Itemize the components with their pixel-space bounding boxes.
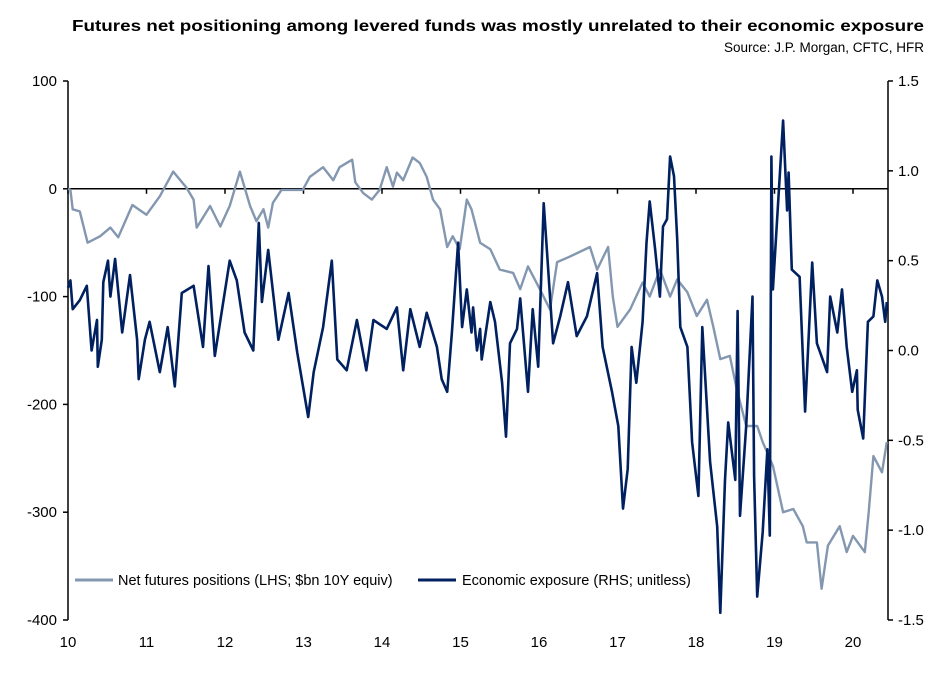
right-tick-label: 0.0 — [898, 343, 919, 360]
left-tick-label: -400 — [27, 612, 57, 629]
series-lines — [66, 119, 889, 615]
legend-label-economic-exposure: Economic exposure (RHS; unitless) — [462, 573, 691, 589]
x-tick-label: 14 — [374, 634, 391, 651]
net-futures-line — [67, 156, 888, 590]
left-tick-label: -100 — [27, 289, 57, 306]
x-tick-label: 20 — [845, 634, 862, 651]
chart-source: Source: J.P. Morgan, CFTC, HFR — [724, 40, 924, 55]
axes — [63, 80, 893, 621]
tick-labels: 100 0 -100 -200 -300 -400 1.5 1.0 0.5 0.0 -0.5 -1.0… — [27, 73, 924, 651]
right-tick-label: -0.5 — [898, 432, 924, 449]
x-tick-label: 12 — [217, 634, 234, 651]
economic-exposure-line — [66, 119, 889, 615]
left-tick-label: -200 — [27, 396, 57, 413]
left-tick-label: 100 — [32, 73, 57, 90]
legend: Net futures positions (LHS; $bn 10Y equi… — [75, 573, 691, 589]
left-tick-label: -300 — [27, 504, 57, 521]
x-tick-label: 15 — [452, 634, 469, 651]
right-tick-label: -1.5 — [898, 612, 924, 629]
right-tick-label: 1.0 — [898, 163, 919, 180]
x-tick-label: 19 — [766, 634, 783, 651]
x-tick-label: 18 — [688, 634, 705, 651]
legend-label-net-futures: Net futures positions (LHS; $bn 10Y equi… — [118, 573, 393, 589]
x-tick-label: 11 — [139, 634, 155, 651]
right-tick-label: 0.5 — [898, 253, 919, 270]
right-tick-label: 1.5 — [898, 73, 919, 90]
x-tick-label: 16 — [531, 634, 548, 651]
x-tick-label: 13 — [295, 634, 312, 651]
x-tick-label: 17 — [609, 634, 626, 651]
chart-title: Futures net positioning among levered fu… — [72, 18, 924, 35]
right-tick-label: -1.0 — [898, 522, 924, 539]
x-tick-label: 10 — [60, 634, 77, 651]
left-tick-label: 0 — [49, 181, 57, 198]
